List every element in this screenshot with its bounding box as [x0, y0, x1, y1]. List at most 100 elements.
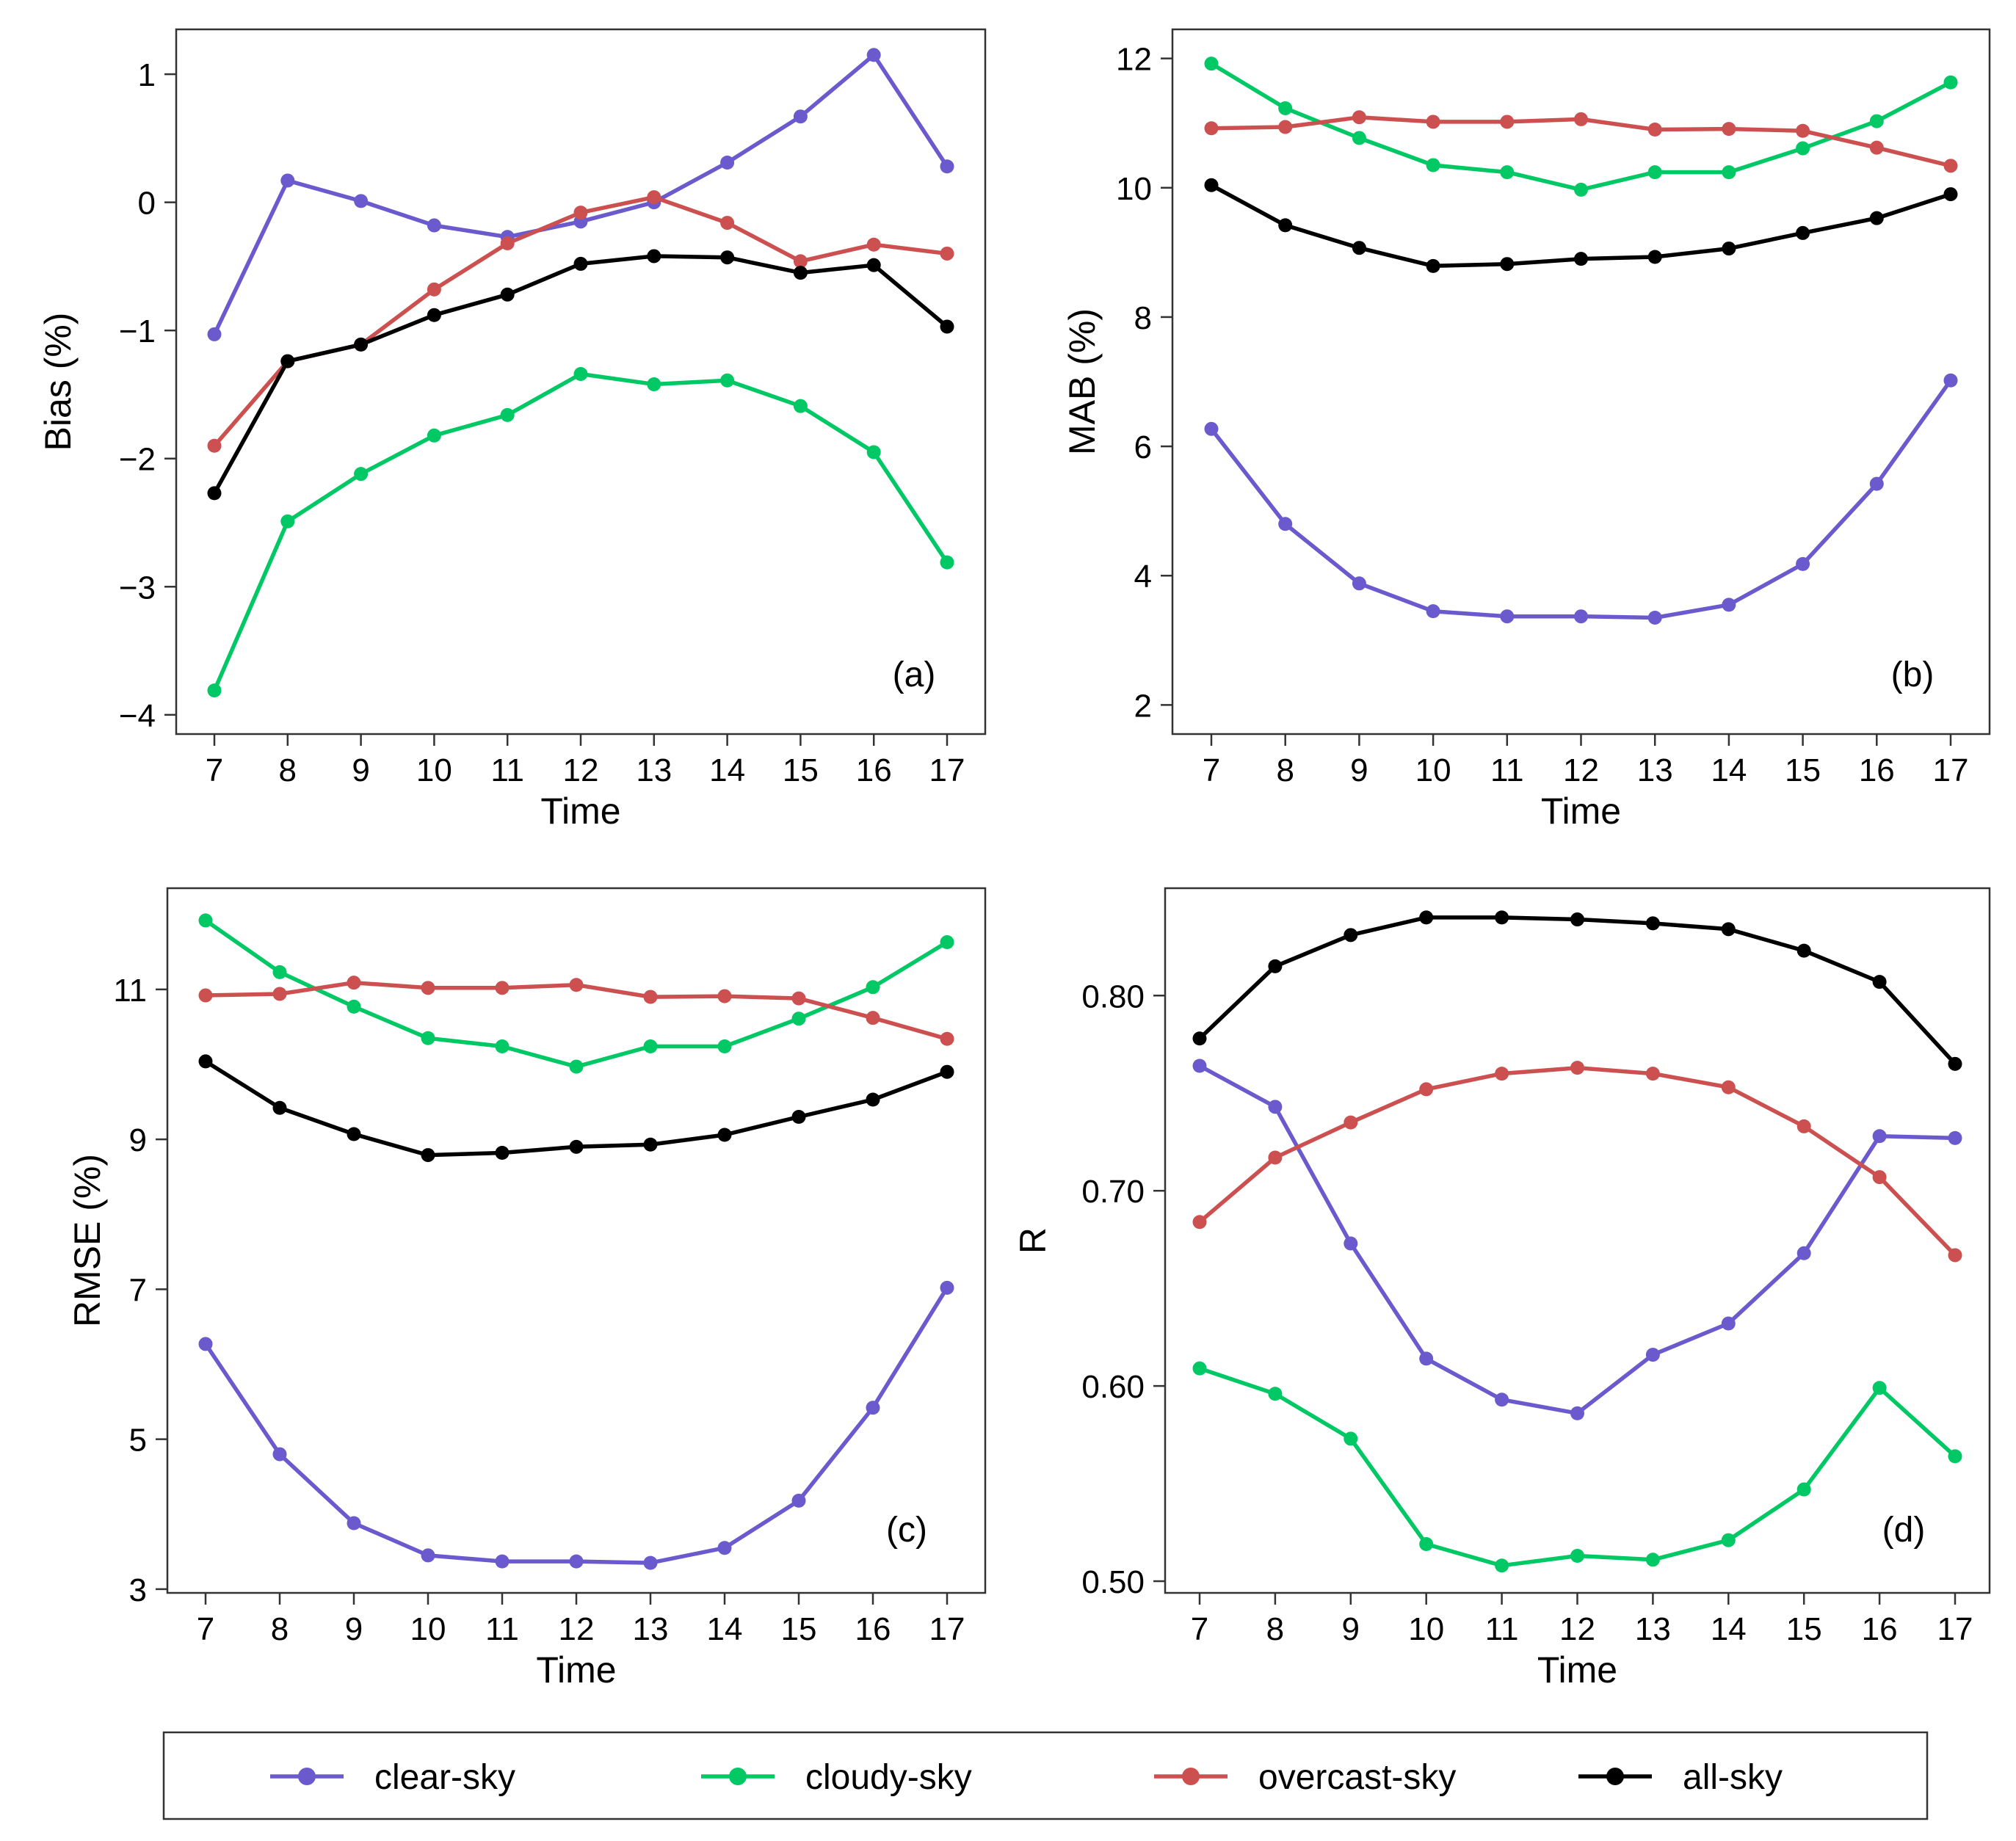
- overcast-sky-point: [1869, 140, 1884, 155]
- all-sky-point: [1278, 218, 1293, 233]
- all-sky-point: [791, 1109, 806, 1124]
- cloudy-sky-point: [1570, 1548, 1584, 1563]
- cloudy-sky-point: [421, 1031, 435, 1045]
- cloudy-sky-point: [940, 555, 954, 570]
- cloudy-sky-point: [495, 1039, 510, 1053]
- x-tick-label: 14: [1711, 1611, 1747, 1647]
- x-tick-label: 13: [636, 752, 672, 788]
- cloudy-sky-point: [207, 683, 222, 698]
- cloudy-sky-line: [212, 371, 949, 693]
- y-tick-label: 4: [1134, 559, 1152, 595]
- overcast-sky-point: [1721, 1080, 1736, 1094]
- x-tick-label: 12: [559, 1611, 595, 1647]
- overcast-sky-point: [1647, 123, 1662, 137]
- x-tick-label: 14: [709, 752, 745, 788]
- clear-sky-point: [280, 173, 295, 188]
- cloudy-sky-line: [1209, 61, 1953, 192]
- x-tick-label: 14: [707, 1611, 743, 1647]
- overcast-sky-point: [1570, 1061, 1584, 1075]
- y-tick-label: 8: [1134, 300, 1152, 336]
- x-tick-label: 16: [856, 752, 892, 788]
- panel-label: (d): [1882, 1511, 1926, 1550]
- plot-frame: [1164, 887, 1991, 1594]
- clear-sky-point: [1500, 609, 1515, 624]
- y-tick-label: 3: [129, 1572, 147, 1608]
- clear-sky-point: [1645, 1348, 1660, 1362]
- x-tick-label: 7: [1191, 1611, 1208, 1647]
- cloudy-sky-point: [647, 377, 661, 391]
- overcast-sky-point: [427, 282, 441, 297]
- all-sky-point: [940, 1064, 954, 1079]
- cloudy-sky-point: [1500, 165, 1515, 180]
- all-sky-point: [717, 1128, 732, 1142]
- all-sky-point: [647, 249, 661, 264]
- x-axis-label: Time: [540, 791, 620, 832]
- all-sky-point: [1574, 252, 1588, 266]
- cloudy-sky-point: [1869, 114, 1884, 128]
- all-sky-point: [1721, 922, 1736, 937]
- overcast-sky-point: [1796, 123, 1810, 138]
- all-sky-point: [866, 1092, 880, 1107]
- cloudy-sky-point: [1722, 165, 1736, 180]
- clear-sky-point: [198, 1337, 213, 1351]
- clear-sky-point: [207, 327, 222, 341]
- overcast-sky-point: [573, 206, 588, 220]
- all-sky-point: [1796, 943, 1811, 958]
- all-sky-point: [347, 1127, 361, 1141]
- x-tick-label: 11: [485, 1611, 519, 1647]
- y-tick-label: −3: [119, 570, 156, 606]
- all-sky-point: [1869, 211, 1884, 225]
- clear-sky-point: [1943, 373, 1958, 388]
- y-tick-label: 2: [1134, 688, 1152, 724]
- all-sky-point: [1948, 1056, 1962, 1071]
- overcast-sky-point: [500, 236, 515, 250]
- overcast-sky-line: [212, 195, 949, 449]
- y-axis-label: R: [1012, 1227, 1054, 1254]
- overcast-sky-point: [1495, 1067, 1509, 1081]
- overcast-sky-point: [569, 978, 584, 992]
- all-sky-point: [1204, 178, 1219, 192]
- x-tick-label: 17: [1937, 1611, 1973, 1647]
- x-tick-label: 10: [1408, 1611, 1444, 1647]
- all-sky-point: [1500, 257, 1515, 272]
- overcast-sky-point: [1872, 1170, 1887, 1185]
- overcast-sky-point: [198, 988, 213, 1003]
- cloudy-sky-point: [347, 999, 361, 1014]
- clear-sky-point: [427, 218, 441, 233]
- overcast-sky-point: [495, 981, 510, 995]
- overcast-sky-point: [1344, 1115, 1358, 1130]
- all-sky-point: [272, 1100, 287, 1115]
- overcast-sky-point: [1943, 159, 1958, 173]
- legend-marker-clear: [298, 1768, 316, 1785]
- cloudy-sky-point: [866, 445, 881, 460]
- cloudy-sky-point: [1943, 75, 1958, 90]
- x-tick-label: 12: [1563, 752, 1599, 788]
- clear-sky-point: [1352, 576, 1366, 591]
- y-tick-label: 0.70: [1081, 1174, 1145, 1210]
- x-tick-label: 11: [490, 752, 524, 788]
- cloudy-sky-point: [940, 935, 954, 950]
- clear-sky-point: [1574, 609, 1588, 624]
- y-tick-label: 6: [1134, 429, 1152, 465]
- all-sky-point: [1495, 910, 1509, 925]
- clear-sky-point: [940, 159, 954, 174]
- x-tick-label: 16: [855, 1611, 891, 1647]
- clear-sky-point: [1268, 1100, 1283, 1114]
- overcast-sky-point: [643, 990, 658, 1004]
- all-sky-point: [1419, 910, 1434, 925]
- overcast-sky-point: [866, 237, 881, 252]
- y-tick-label: 0.80: [1081, 978, 1145, 1014]
- all-sky-point: [1796, 225, 1810, 240]
- panel-label: (c): [886, 1511, 927, 1550]
- x-tick-label: 15: [783, 752, 819, 788]
- x-axis-label: Time: [536, 1649, 616, 1691]
- legend-label-overcast: overcast-sky: [1258, 1758, 1456, 1797]
- y-tick-label: 12: [1116, 42, 1152, 78]
- legend-marker-overcast: [1182, 1768, 1200, 1785]
- all-sky-point: [207, 486, 222, 501]
- overcast-sky-point: [1268, 1150, 1283, 1165]
- clear-sky-point: [643, 1555, 658, 1570]
- x-axis-label: Time: [1537, 1649, 1617, 1691]
- cloudy-sky-point: [573, 367, 588, 382]
- overcast-sky-point: [793, 254, 808, 269]
